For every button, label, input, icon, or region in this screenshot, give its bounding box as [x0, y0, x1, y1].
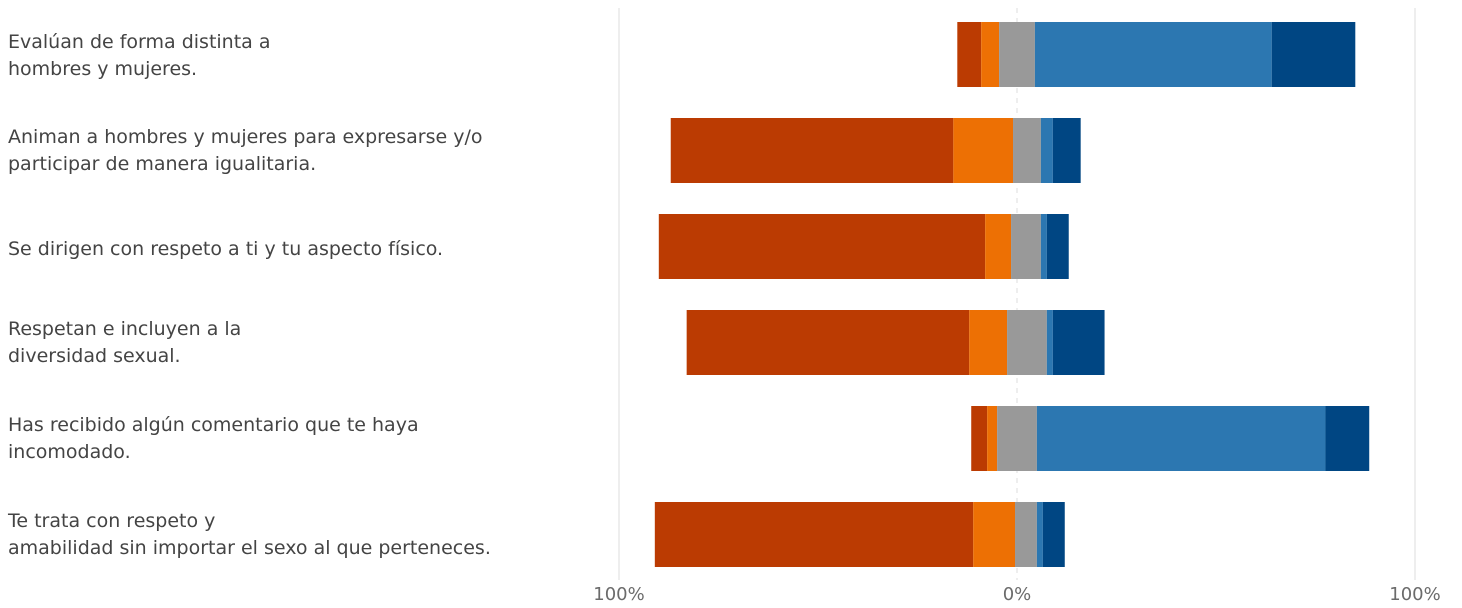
bar-segment-row2-seg2	[1011, 214, 1041, 279]
bar-segment-row4-seg4	[1325, 406, 1370, 471]
bar-segment-row1-seg0	[670, 118, 954, 183]
row-label-3: Respetan e incluyen a la diversidad sexu…	[8, 318, 242, 367]
row-label-0: Evalúan de forma distinta a hombres y mu…	[8, 31, 271, 80]
bar-segment-row3-seg4	[1052, 310, 1105, 375]
x-tick-label-0: 100%	[593, 584, 644, 605]
bar-segment-row4-seg0	[971, 406, 988, 471]
bar-segment-row2-seg4	[1046, 214, 1069, 279]
bar-segment-row3-seg2	[1007, 310, 1047, 375]
row-label-4: Has recibido algún comentario que te hay…	[8, 414, 419, 463]
bars	[654, 22, 1370, 567]
bar-segment-row1-seg4	[1052, 118, 1081, 183]
x-tick-label-2: 100%	[1389, 584, 1440, 605]
bar-segment-row0-seg0	[957, 22, 982, 87]
bar-segment-row3-seg0	[686, 310, 970, 375]
bar-segment-row1-seg3	[1040, 118, 1053, 183]
bar-segment-row4-seg3	[1036, 406, 1326, 471]
bar-segment-row5-seg0	[654, 502, 974, 567]
bar-segment-row0-seg3	[1034, 22, 1272, 87]
bar-segment-row2-seg1	[985, 214, 1012, 279]
bar-segment-row0-seg4	[1271, 22, 1356, 87]
category-labels: Evalúan de forma distinta a hombres y mu…	[0, 0, 580, 608]
bar-segment-row4-seg1	[987, 406, 998, 471]
bar-segment-row3-seg3	[1046, 310, 1053, 375]
x-axis-ticks: 100% 0% 100%	[593, 584, 1440, 605]
bar-segment-row1-seg1	[953, 118, 1014, 183]
bar-segment-row5-seg4	[1042, 502, 1065, 567]
bar-segment-row4-seg2	[997, 406, 1037, 471]
bar-segment-row0-seg2	[999, 22, 1035, 87]
bar-segment-row0-seg1	[981, 22, 1000, 87]
bar-segment-row1-seg2	[1013, 118, 1041, 183]
grid-lines	[618, 8, 1416, 580]
bar-segment-row3-seg1	[969, 310, 1008, 375]
bar-segment-row5-seg1	[973, 502, 1016, 567]
bar-segment-row5-seg2	[1015, 502, 1037, 567]
bar-segment-row5-seg3	[1036, 502, 1043, 567]
bar-segment-row2-seg0	[658, 214, 986, 279]
x-tick-label-1: 0%	[1003, 584, 1032, 605]
row-label-2: Se dirigen con respeto a ti y tu aspecto…	[8, 238, 444, 260]
bar-segment-row2-seg3	[1040, 214, 1047, 279]
row-label-1: Animan a hombres y mujeres para expresar…	[8, 126, 483, 175]
row-label-5: Te trata con respeto y amabilidad sin im…	[8, 510, 491, 559]
